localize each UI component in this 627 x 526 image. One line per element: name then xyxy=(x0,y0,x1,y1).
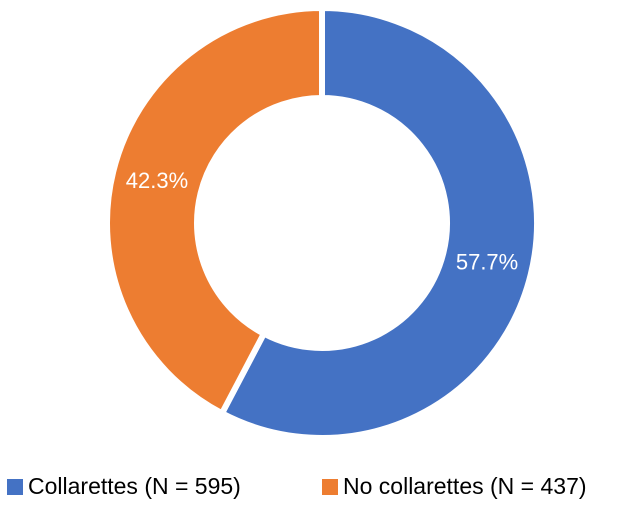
legend-swatch xyxy=(322,479,338,495)
data-label: 42.3% xyxy=(126,168,188,193)
legend-label: No collarettes (N = 437) xyxy=(343,473,587,499)
data-label: 57.7% xyxy=(456,250,518,275)
legend-swatch xyxy=(7,479,23,495)
donut-slice xyxy=(217,4,540,441)
legend-label: Collarettes (N = 595) xyxy=(28,473,241,499)
donut-slice xyxy=(104,4,325,418)
